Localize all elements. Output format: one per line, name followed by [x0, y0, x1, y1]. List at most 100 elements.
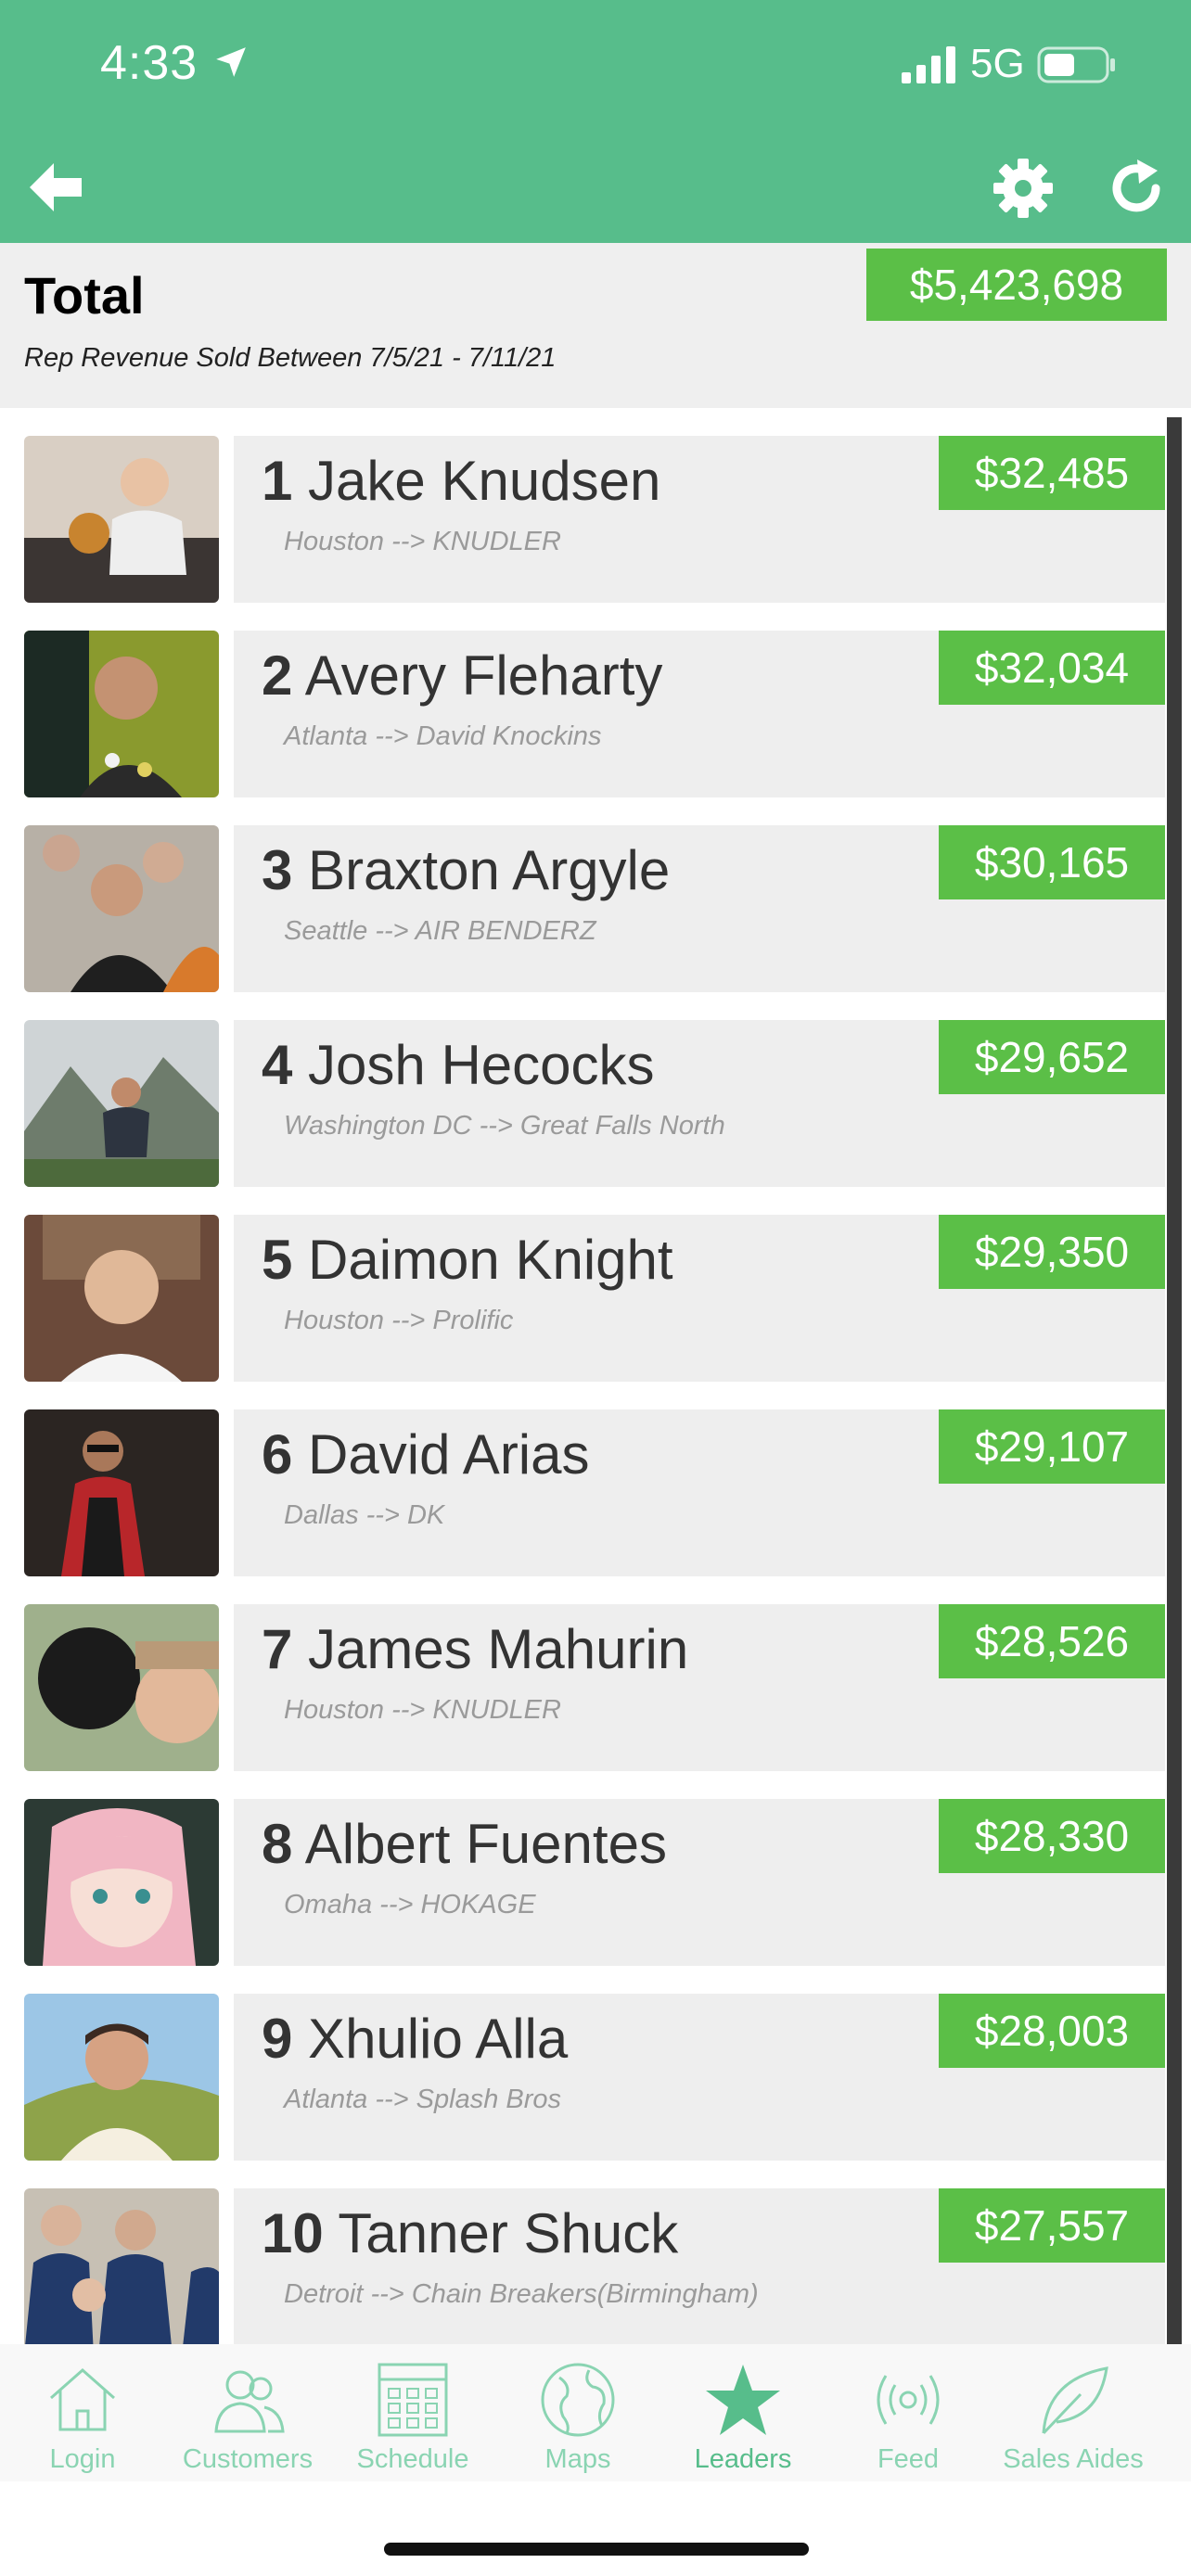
tab-maps[interactable]: Maps	[495, 2344, 660, 2481]
rep-name-text: David Arias	[308, 1423, 590, 1486]
rep-name-text: Avery Fleharty	[304, 644, 663, 707]
rep-card: 3 Braxton Argyle Seattle --> AIR BENDERZ…	[234, 825, 1165, 992]
rep-card: 9 Xhulio Alla Atlanta --> Splash Bros $2…	[234, 1994, 1165, 2161]
rep-name: 3 Braxton Argyle	[262, 838, 670, 902]
leaderboard-row[interactable]: 9 Xhulio Alla Atlanta --> Splash Bros $2…	[24, 1994, 1165, 2161]
status-time: 4:33	[100, 36, 198, 90]
tab-label: Maps	[544, 2444, 611, 2474]
rep-rank: 7	[262, 1618, 293, 1680]
avatar	[24, 1994, 219, 2161]
total-amount-badge: $5,423,698	[866, 249, 1167, 321]
rep-name-text: Josh Hecocks	[308, 1034, 655, 1096]
rep-office-team: Houston --> Prolific	[284, 1306, 514, 1335]
leaderboard-row[interactable]: 6 David Arias Dallas --> DK $29,107	[24, 1409, 1165, 1576]
avatar	[24, 2188, 219, 2344]
back-arrow-icon[interactable]	[26, 159, 85, 215]
tab-label: Customers	[182, 2444, 314, 2474]
tab-leaders[interactable]: Leaders	[660, 2344, 826, 2481]
rep-card: 10 Tanner Shuck Detroit --> Chain Breake…	[234, 2188, 1165, 2344]
avatar	[24, 1409, 219, 1576]
tab-customers[interactable]: Customers	[165, 2344, 330, 2481]
home-indicator	[384, 2543, 809, 2556]
tab-label: Login	[49, 2444, 116, 2474]
globe-icon	[541, 2363, 615, 2437]
avatar	[24, 1020, 219, 1187]
rep-name: 10 Tanner Shuck	[262, 2201, 678, 2265]
rep-rank: 6	[262, 1423, 293, 1486]
rep-rank: 1	[262, 450, 293, 512]
leaderboard-row[interactable]: 4 Josh Hecocks Washington DC --> Great F…	[24, 1020, 1165, 1187]
people-icon	[214, 2370, 285, 2433]
rep-name-text: Albert Fuentes	[304, 1813, 667, 1875]
scrollbar[interactable]	[1167, 417, 1182, 2344]
avatar	[24, 1799, 219, 1966]
rep-card: 2 Avery Fleharty Atlanta --> David Knock…	[234, 631, 1165, 797]
rep-name: 9 Xhulio Alla	[262, 2007, 568, 2071]
rep-card: 8 Albert Fuentes Omaha --> HOKAGE $28,33…	[234, 1799, 1165, 1966]
tab-sales-aides[interactable]: Sales Aides	[991, 2344, 1156, 2481]
tab-schedule[interactable]: Schedule	[330, 2344, 495, 2481]
leaderboard-row[interactable]: 8 Albert Fuentes Omaha --> HOKAGE $28,33…	[24, 1799, 1165, 1966]
rep-name-text: Xhulio Alla	[308, 2008, 569, 2070]
rep-name: 4 Josh Hecocks	[262, 1033, 655, 1097]
leaderboard-row[interactable]: 10 Tanner Shuck Detroit --> Chain Breake…	[24, 2188, 1165, 2344]
rep-rank: 9	[262, 2008, 293, 2070]
rep-office-team: Seattle --> AIR BENDERZ	[284, 916, 596, 946]
rep-amount-badge: $27,557	[939, 2188, 1165, 2263]
rep-rank: 2	[262, 644, 293, 707]
leaderboard-row[interactable]: 3 Braxton Argyle Seattle --> AIR BENDERZ…	[24, 825, 1165, 992]
tab-feed[interactable]: Feed	[826, 2344, 991, 2481]
rep-name: 5 Daimon Knight	[262, 1228, 673, 1292]
leaderboard-row[interactable]: 7 James Mahurin Houston --> KNUDLER $28,…	[24, 1604, 1165, 1771]
tab-label: Sales Aides	[1003, 2444, 1144, 2474]
rep-name: 8 Albert Fuentes	[262, 1812, 667, 1876]
tab-label: Feed	[877, 2444, 940, 2474]
avatar	[24, 631, 219, 797]
rep-rank: 10	[262, 2202, 324, 2264]
rep-rank: 5	[262, 1229, 293, 1291]
broadcast-icon	[877, 2375, 940, 2425]
rep-card: 1 Jake Knudsen Houston --> KNUDLER $32,4…	[234, 436, 1165, 603]
rep-card: 4 Josh Hecocks Washington DC --> Great F…	[234, 1020, 1165, 1187]
tab-label: Leaders	[694, 2444, 792, 2474]
avatar	[24, 825, 219, 992]
rep-rank: 3	[262, 839, 293, 901]
rep-amount-badge: $32,034	[939, 631, 1165, 705]
network-type: 5G	[970, 41, 1025, 86]
avatar	[24, 1604, 219, 1771]
rep-office-team: Washington DC --> Great Falls North	[284, 1111, 725, 1141]
settings-gear-icon[interactable]	[992, 158, 1054, 219]
rep-rank: 8	[262, 1813, 293, 1875]
rep-office-team: Detroit --> Chain Breakers(Birmingham)	[284, 2279, 759, 2309]
rep-name-text: Tanner Shuck	[338, 2202, 679, 2264]
rep-amount-badge: $29,107	[939, 1409, 1165, 1484]
leaderboard-row[interactable]: 5 Daimon Knight Houston --> Prolific $29…	[24, 1215, 1165, 1382]
leaderboard-row[interactable]: 2 Avery Fleharty Atlanta --> David Knock…	[24, 631, 1165, 797]
rep-amount-badge: $30,165	[939, 825, 1165, 899]
rep-office-team: Houston --> KNUDLER	[284, 1695, 561, 1725]
app-header: 4:33 5G	[0, 0, 1191, 243]
rep-office-team: Omaha --> HOKAGE	[284, 1890, 536, 1919]
rep-amount-badge: $32,485	[939, 436, 1165, 510]
rep-name-text: James Mahurin	[308, 1618, 689, 1680]
rep-name: 1 Jake Knudsen	[262, 449, 660, 513]
calendar-icon	[378, 2363, 448, 2437]
rep-office-team: Dallas --> DK	[284, 1500, 445, 1530]
rep-name: 6 David Arias	[262, 1422, 590, 1486]
rep-amount-badge: $29,652	[939, 1020, 1165, 1094]
location-arrow-icon	[216, 47, 246, 77]
house-icon	[50, 2367, 115, 2431]
rep-office-team: Houston --> KNUDLER	[284, 527, 561, 556]
tab-login[interactable]: Login	[0, 2344, 165, 2481]
bottom-tab-bar: Login Customers Schedule Maps	[0, 2344, 1191, 2481]
tab-label: Schedule	[356, 2444, 469, 2474]
refresh-icon[interactable]	[1106, 158, 1167, 219]
leaderboard-row[interactable]: 1 Jake Knudsen Houston --> KNUDLER $32,4…	[24, 436, 1165, 603]
avatar	[24, 1215, 219, 1382]
battery-icon	[1037, 46, 1115, 83]
star-icon	[706, 2365, 780, 2435]
rep-amount-badge: $28,330	[939, 1799, 1165, 1873]
rep-name-text: Braxton Argyle	[308, 839, 671, 901]
leaderboard-list[interactable]: 1 Jake Knudsen Houston --> KNUDLER $32,4…	[0, 408, 1191, 2344]
rep-office-team: Atlanta --> Splash Bros	[284, 2085, 562, 2114]
